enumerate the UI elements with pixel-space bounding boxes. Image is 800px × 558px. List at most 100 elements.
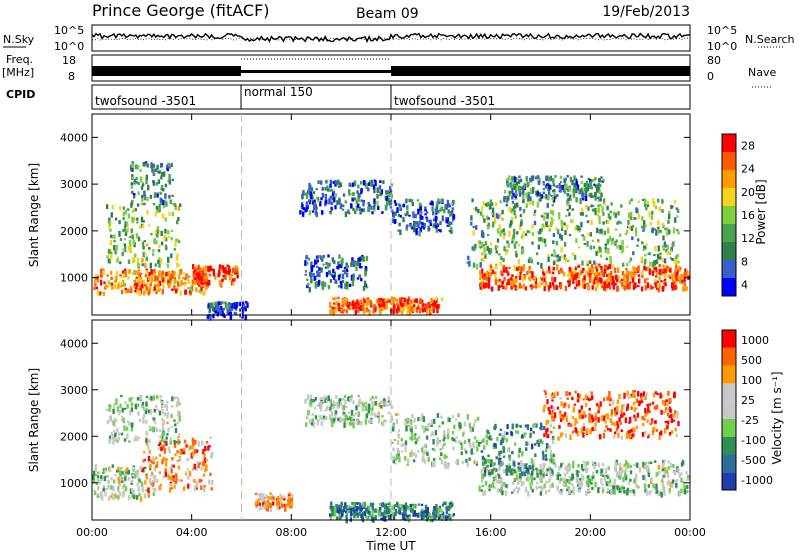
velocity-cell bbox=[141, 401, 145, 406]
velocity-cell bbox=[608, 403, 612, 406]
power-cell bbox=[143, 194, 147, 199]
velocity-cell bbox=[371, 407, 374, 411]
power-cell bbox=[680, 275, 683, 279]
power-cell bbox=[323, 282, 327, 287]
power-cell bbox=[547, 285, 551, 290]
velocity-cell bbox=[499, 428, 503, 431]
power-cell bbox=[376, 193, 379, 199]
power-cell bbox=[151, 269, 155, 275]
power-cell bbox=[206, 314, 209, 319]
velocity-cell bbox=[619, 485, 622, 488]
velocity-cell bbox=[281, 503, 284, 508]
power-cell bbox=[596, 239, 600, 242]
power-cell bbox=[486, 202, 490, 207]
power-cell bbox=[302, 207, 305, 210]
velocity-cell bbox=[647, 461, 650, 465]
power-cell bbox=[154, 229, 158, 235]
velocity-cell bbox=[587, 486, 590, 493]
velocity-cell bbox=[165, 436, 168, 440]
power-cell bbox=[346, 284, 349, 290]
power-cell bbox=[634, 231, 638, 237]
power-cell bbox=[558, 256, 561, 262]
power-cell bbox=[159, 202, 162, 206]
power-cell bbox=[342, 193, 346, 197]
power-cell bbox=[431, 299, 434, 303]
power-cell bbox=[402, 204, 405, 208]
power-cell bbox=[518, 275, 522, 280]
velocity-cell bbox=[424, 509, 427, 514]
velocity-cell bbox=[445, 515, 448, 521]
velocity-cell bbox=[409, 504, 412, 508]
power-cell bbox=[641, 198, 645, 201]
power-cell bbox=[142, 162, 145, 166]
power-cell bbox=[113, 240, 116, 243]
power-cell bbox=[539, 197, 542, 202]
velocity-cell bbox=[496, 473, 500, 477]
velocity-cell bbox=[171, 463, 174, 468]
velocity-cell bbox=[648, 410, 651, 414]
power-cell bbox=[501, 280, 504, 285]
power-cell bbox=[536, 202, 539, 208]
power-cell bbox=[585, 284, 588, 287]
velocity-cell bbox=[159, 395, 163, 399]
power-cell bbox=[332, 302, 336, 305]
velocity-cell bbox=[96, 493, 100, 497]
power-cell bbox=[351, 304, 354, 310]
power-cell bbox=[541, 281, 544, 286]
velocity-cell bbox=[576, 434, 580, 437]
velocity-cell bbox=[521, 434, 524, 439]
velocity-cell bbox=[613, 422, 616, 427]
velocity-cell bbox=[674, 479, 677, 482]
power-cell bbox=[595, 262, 599, 267]
velocity-cell bbox=[188, 470, 192, 477]
velocity-cell bbox=[102, 484, 106, 490]
power-cell bbox=[437, 229, 441, 232]
velocity-cell bbox=[256, 498, 260, 504]
velocity-cell bbox=[547, 407, 550, 411]
power-cell bbox=[356, 299, 359, 302]
velocity-cell bbox=[161, 400, 164, 405]
velocity-cell bbox=[178, 440, 181, 444]
velocity-cell bbox=[505, 464, 509, 470]
power-cell bbox=[362, 308, 366, 314]
velocity-cell bbox=[437, 514, 441, 520]
power-cell bbox=[136, 257, 140, 263]
velocity-cell bbox=[425, 516, 429, 522]
velocity-cell bbox=[161, 458, 164, 465]
velocity-cell bbox=[269, 492, 272, 496]
power-cell bbox=[166, 168, 169, 172]
velocity-cell bbox=[337, 417, 340, 422]
power-cell bbox=[661, 199, 664, 204]
velocity-cell bbox=[634, 417, 637, 422]
power-cell bbox=[109, 240, 113, 246]
velocity-cell bbox=[398, 504, 401, 508]
velocity-cell bbox=[426, 507, 429, 514]
power-cell bbox=[506, 271, 509, 274]
velocity-cell bbox=[330, 411, 334, 417]
power-cell bbox=[658, 276, 661, 280]
velocity-cell bbox=[553, 396, 556, 399]
power-cell bbox=[208, 306, 211, 313]
velocity-cell bbox=[403, 509, 407, 516]
velocity-cell bbox=[572, 486, 575, 490]
power-cell bbox=[436, 201, 439, 207]
power-cell bbox=[667, 274, 671, 278]
velocity-cell bbox=[572, 460, 575, 465]
velocity-cell bbox=[159, 435, 162, 439]
velocity-cell bbox=[109, 405, 112, 409]
power-cell bbox=[131, 199, 134, 205]
power-cell bbox=[471, 246, 474, 251]
power-cell bbox=[564, 177, 568, 181]
velocity-cell bbox=[409, 452, 412, 455]
velocity-cell bbox=[380, 399, 383, 404]
power-cell bbox=[479, 246, 482, 249]
power-cell bbox=[364, 269, 367, 273]
velocity-cell bbox=[349, 510, 353, 517]
power-cell bbox=[371, 211, 374, 215]
power-cell bbox=[589, 274, 592, 280]
power-cell bbox=[576, 184, 580, 191]
power-cell bbox=[614, 282, 617, 286]
power-cell bbox=[138, 281, 141, 284]
power-cell bbox=[218, 269, 221, 275]
velocity-cell bbox=[209, 472, 212, 476]
